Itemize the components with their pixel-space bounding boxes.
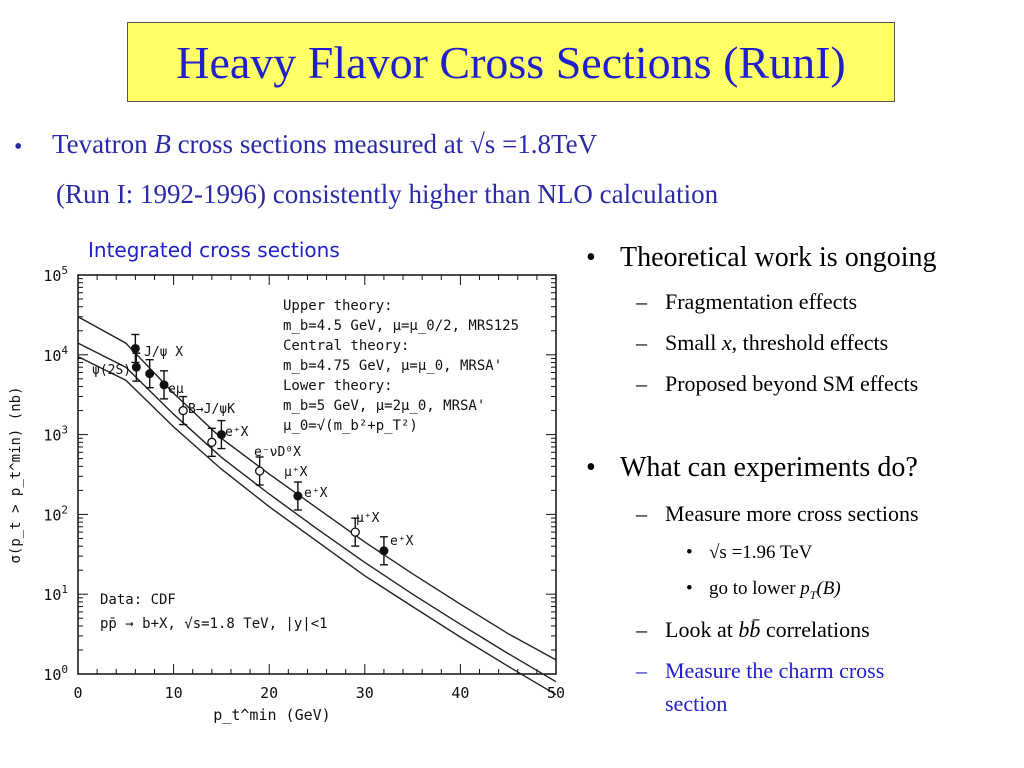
dash-marker: – bbox=[636, 289, 647, 314]
dash-marker: – bbox=[636, 617, 647, 642]
theory-curve bbox=[77, 316, 557, 661]
x-tick-label: 30 bbox=[356, 684, 374, 702]
sub-small-x-em: x bbox=[721, 330, 732, 355]
data-point-open bbox=[207, 437, 217, 447]
intro-line-2: (Run I: 1992-1996) consistently higher t… bbox=[56, 179, 719, 209]
point-label-muplus2: μ⁺X bbox=[356, 511, 380, 526]
point-label-emu: eμ bbox=[168, 382, 184, 397]
data-point bbox=[159, 380, 169, 390]
sub-small-x-post: , bbox=[731, 330, 738, 355]
item-lower-pt-pre: go to lower bbox=[709, 578, 801, 599]
intro-line-1-pre: Tevatron bbox=[52, 129, 155, 159]
bullet-dot: • bbox=[14, 134, 23, 160]
theory-text-line: m_b=4.75 GeV, μ=μ_0, MRSA' bbox=[283, 358, 502, 374]
y-tick-label: 104 bbox=[43, 344, 68, 365]
y-tick-label: 102 bbox=[43, 503, 68, 524]
dash-marker: – bbox=[636, 371, 647, 396]
sub-fragmentation: Fragmentation effects bbox=[665, 289, 858, 314]
point-label-muplus1: μ⁺X bbox=[284, 465, 308, 480]
point-label-bjpsik: B→J/ψK bbox=[188, 402, 235, 417]
sub-small-x: Small x, threshold effects bbox=[665, 330, 888, 356]
sub-bb-post: correlations bbox=[760, 617, 870, 642]
theory-text-line: Central theory: bbox=[283, 338, 409, 354]
plot-caption: Integrated cross sections bbox=[88, 238, 340, 262]
theory-text-line: m_b=4.5 GeV, μ=μ_0/2, MRS125 bbox=[283, 318, 519, 334]
data-legend-line: Data: CDF bbox=[100, 592, 176, 608]
data-point bbox=[216, 430, 226, 440]
y-tick-label: 103 bbox=[43, 424, 68, 445]
theory-text-line: μ_0=√(m_b²+p_T²) bbox=[283, 418, 418, 434]
dot-marker: • bbox=[686, 578, 693, 599]
data-point bbox=[145, 369, 155, 379]
dash-marker: – bbox=[636, 330, 647, 355]
data-point-open bbox=[254, 466, 265, 476]
dot-marker: • bbox=[686, 542, 693, 563]
y-axis-label: σ(p_t > p_t^min) (nb) bbox=[8, 386, 24, 563]
x-tick-label: 50 bbox=[547, 684, 565, 702]
sub-charm-line-2: section bbox=[665, 691, 728, 716]
x-tick-label: 20 bbox=[260, 684, 278, 702]
bullet-theoretical: Theoretical work is ongoing bbox=[620, 242, 937, 273]
theory-text-line: Upper theory: bbox=[283, 298, 393, 314]
item-lower-pt: go to lower pT(B) bbox=[709, 578, 841, 603]
point-label-enud: e⁻νD⁰X bbox=[254, 445, 301, 460]
intro-line-1-post: cross sections measured at √s =1.8TeV bbox=[170, 129, 598, 159]
sub-beyond-sm: Proposed beyond SM effects bbox=[665, 371, 919, 396]
sub-small-x-pre: Small bbox=[665, 330, 722, 355]
point-label-jpsi: J/ψ X bbox=[144, 345, 183, 360]
sub-bb-pre: Look at bbox=[665, 617, 739, 642]
intro-line-1-em: B bbox=[154, 129, 171, 159]
bullet-dot: • bbox=[586, 242, 596, 273]
bullet-dot: • bbox=[586, 452, 596, 483]
theory-text-line: m_b=5 GeV, μ=2μ_0, MRSA' bbox=[283, 398, 485, 414]
theory-curve bbox=[77, 342, 557, 683]
data-legend-line: pp̄ → b+X, √s=1.8 TeV, |y|<1 bbox=[100, 616, 328, 632]
sub-bb-em: bb̄ bbox=[738, 617, 761, 642]
dash-marker: – bbox=[636, 501, 647, 526]
title-box: Heavy Flavor Cross Sections (RunI) bbox=[127, 22, 895, 102]
y-tick-label: 101 bbox=[43, 583, 68, 604]
data-point-open bbox=[350, 527, 360, 537]
item-lower-pt-post: (B) bbox=[816, 578, 841, 599]
x-tick-label: 0 bbox=[73, 684, 82, 702]
point-label-psi2s: ψ(2S) bbox=[92, 363, 131, 378]
dash-marker: – bbox=[636, 658, 647, 683]
theory-curve bbox=[77, 355, 557, 696]
sub-threshold: threshold effects bbox=[742, 330, 889, 355]
data-point bbox=[379, 546, 389, 556]
sub-bb-correlations: Look at bb̄ correlations bbox=[665, 617, 870, 643]
data-point bbox=[293, 491, 303, 501]
x-tick-label: 40 bbox=[451, 684, 469, 702]
y-tick-label: 105 bbox=[43, 264, 68, 285]
y-tick-label: 100 bbox=[43, 663, 68, 684]
sub-charm-line-1: Measure the charm cross bbox=[665, 658, 885, 683]
point-label-eplus2: e⁺X bbox=[304, 486, 328, 501]
item-lower-pt-sub: T bbox=[809, 587, 817, 602]
point-label-eplus1: e⁺X bbox=[225, 425, 249, 440]
bullet-experiments: What can experiments do? bbox=[620, 452, 918, 483]
theory-text-line: Lower theory: bbox=[283, 378, 393, 394]
item-lower-pt-em: p bbox=[800, 578, 810, 599]
sub-measure-more: Measure more cross sections bbox=[665, 501, 919, 526]
data-point-open bbox=[178, 405, 188, 416]
point-label-eplus3: e⁺X bbox=[390, 534, 414, 549]
data-point bbox=[131, 362, 141, 372]
data-point bbox=[130, 343, 140, 353]
plot-frame bbox=[77, 274, 557, 675]
cross-section-chart: 0 10 20 30 40 50 100 101 102 103 104 105 p_t^min (Ge… bbox=[8, 264, 565, 724]
item-sqrt-s: √s =1.96 TeV bbox=[709, 542, 813, 563]
intro-line-1: Tevatron B cross sections measured at √s… bbox=[52, 129, 597, 160]
x-tick-label: 10 bbox=[165, 684, 183, 702]
x-axis-label: p_t^min (GeV) bbox=[213, 706, 330, 724]
slide-title: Heavy Flavor Cross Sections (RunI) bbox=[176, 36, 846, 88]
